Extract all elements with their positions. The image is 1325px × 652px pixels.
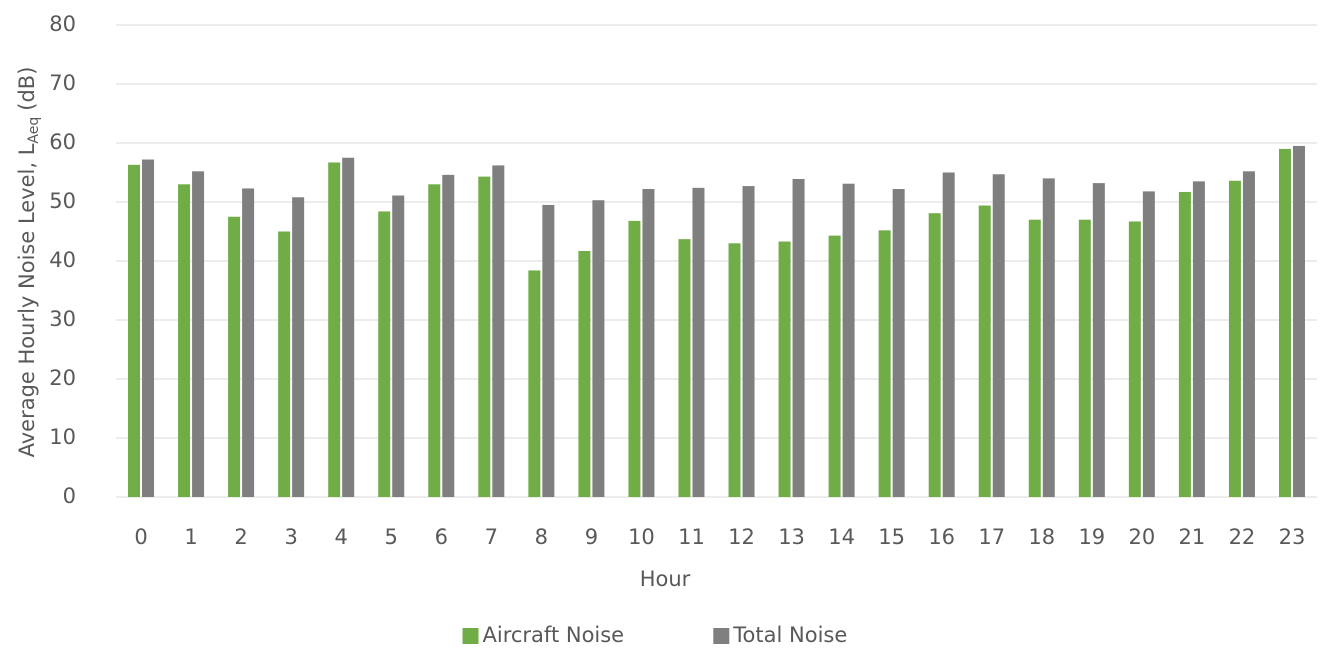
bar (1178, 191, 1191, 497)
bar (278, 231, 291, 497)
bar (742, 186, 755, 497)
y-tick-label: 70 (49, 71, 76, 95)
x-tick-label: 5 (385, 525, 398, 549)
y-tick-label: 0 (63, 484, 76, 508)
x-tick-label: 21 (1179, 525, 1206, 549)
x-tick-label: 19 (1078, 525, 1105, 549)
bar (628, 220, 641, 497)
x-tick-label: 4 (335, 525, 348, 549)
bar (592, 200, 605, 498)
bar (728, 243, 741, 497)
bar (292, 197, 305, 497)
bar (842, 183, 855, 497)
bar (378, 211, 391, 497)
y-tick-label: 80 (49, 12, 76, 36)
legend-swatch (713, 628, 730, 644)
bar (478, 176, 491, 497)
legend-label: Total Noise (732, 623, 847, 647)
bar (1192, 181, 1205, 497)
bar (642, 189, 655, 497)
x-tick-label: 0 (134, 525, 147, 549)
bar (192, 171, 205, 497)
bar (942, 172, 955, 497)
y-axis-label: Average Hourly Noise Level, LAeq (dB) (15, 67, 42, 458)
bar (542, 204, 555, 497)
bar (1292, 145, 1305, 497)
bar (128, 164, 141, 497)
bar (242, 188, 255, 497)
bar (678, 239, 691, 498)
x-tick-label: 14 (828, 525, 855, 549)
bar (1228, 180, 1241, 497)
x-tick-label: 8 (535, 525, 548, 549)
bar (1078, 219, 1091, 497)
x-tick-label: 10 (628, 525, 655, 549)
x-tick-label: 13 (778, 525, 805, 549)
bar (392, 195, 405, 497)
bar (328, 162, 341, 497)
legend-swatch (462, 628, 479, 644)
bar (878, 230, 891, 497)
bar (978, 205, 991, 498)
x-tick-label: 22 (1229, 525, 1256, 549)
x-tick-label: 9 (585, 525, 598, 549)
x-tick-label: 16 (928, 525, 955, 549)
bar (578, 250, 591, 497)
x-tick-label: 11 (678, 525, 705, 549)
x-tick-label: 3 (284, 525, 297, 549)
y-tick-label: 60 (49, 130, 76, 154)
x-tick-label: 1 (184, 525, 197, 549)
bar (428, 184, 441, 498)
y-tick-label: 30 (49, 307, 76, 331)
bar (828, 235, 841, 497)
y-axis-label-subscript: Aeq (26, 117, 42, 144)
y-axis-label-unit: (dB) (15, 67, 39, 111)
x-axis-label: Hour (640, 567, 691, 591)
x-tick-label: 15 (878, 525, 905, 549)
bar (342, 157, 355, 497)
bar (142, 159, 155, 497)
bar (1092, 183, 1105, 497)
bar (1278, 148, 1291, 497)
x-tick-label: 20 (1128, 525, 1155, 549)
bar (528, 270, 541, 497)
legend-label: Aircraft Noise (483, 623, 625, 647)
bar (792, 178, 805, 498)
bar (692, 187, 705, 497)
bar (1128, 221, 1141, 497)
y-axis-label-main: Average Hourly Noise Level, L (15, 143, 39, 457)
bar (778, 241, 791, 497)
x-tick-label: 2 (234, 525, 247, 549)
x-tick-label: 23 (1279, 525, 1306, 549)
y-tick-label: 20 (49, 366, 76, 390)
x-tick-label: 12 (728, 525, 755, 549)
x-tick-label: 18 (1028, 525, 1055, 549)
y-tick-label: 50 (49, 189, 76, 213)
bar (928, 213, 941, 497)
bar (178, 184, 191, 498)
x-tick-label: 7 (485, 525, 498, 549)
bar (1028, 219, 1041, 497)
bar (442, 174, 455, 498)
bar (992, 174, 1005, 497)
bar (1042, 178, 1055, 497)
bar (892, 189, 905, 497)
x-tick-label: 17 (978, 525, 1005, 549)
bar (228, 216, 241, 497)
bar (492, 165, 505, 498)
bar (1242, 171, 1255, 497)
y-tick-label: 40 (49, 248, 76, 272)
bar (1142, 191, 1155, 497)
y-tick-label: 10 (49, 425, 76, 449)
x-tick-label: 6 (435, 525, 448, 549)
